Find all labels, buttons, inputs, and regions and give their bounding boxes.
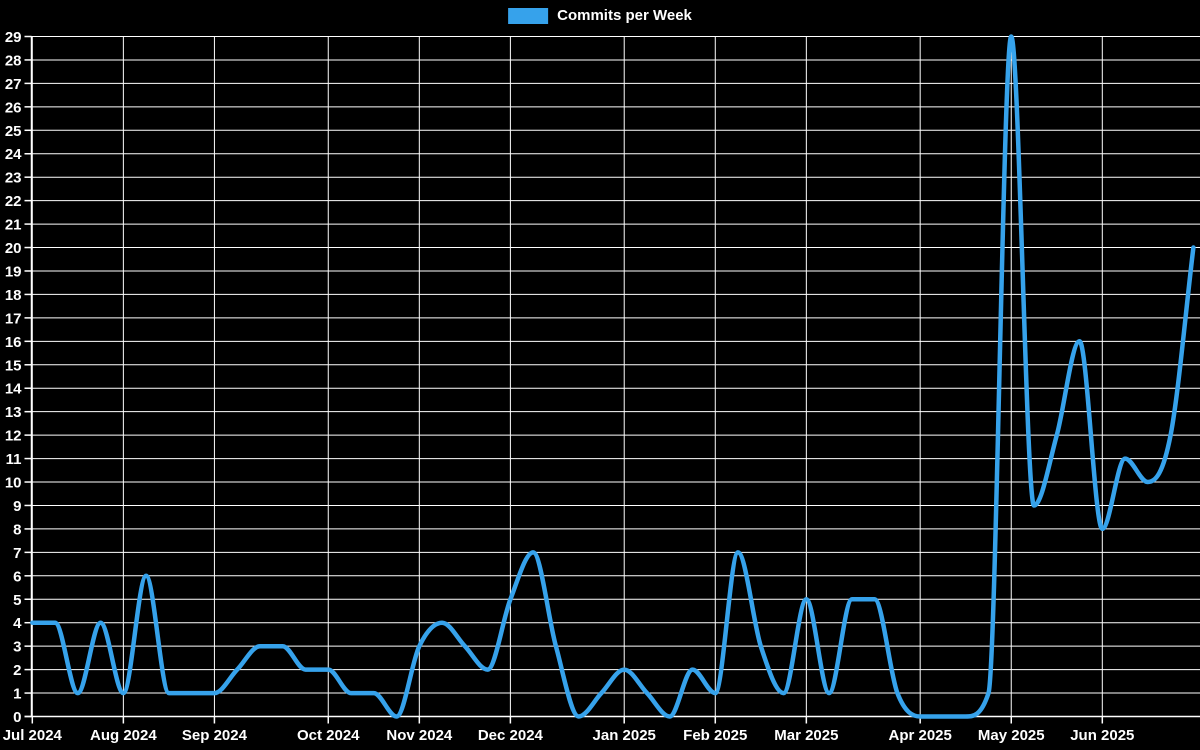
y-tick-label: 14 xyxy=(5,381,22,398)
y-tick-label: 27 xyxy=(5,76,22,93)
y-tick-label: 24 xyxy=(5,146,22,163)
chart-legend: Commits per Week xyxy=(508,7,692,24)
y-tick-label: 12 xyxy=(5,428,22,445)
y-tick-label: 4 xyxy=(13,615,22,632)
y-tick-label: 22 xyxy=(5,193,22,210)
y-tick-label: 9 xyxy=(13,498,21,515)
y-tick-label: 19 xyxy=(5,263,22,280)
y-tick-label: 11 xyxy=(6,451,22,468)
y-tick-label: 10 xyxy=(5,475,22,492)
y-tick-label: 16 xyxy=(5,334,22,351)
legend-swatch xyxy=(508,7,549,24)
y-tick-label: 17 xyxy=(5,310,22,327)
y-tick-label: 26 xyxy=(5,99,22,116)
y-tick-label: 2 xyxy=(13,662,21,679)
y-tick-label: 28 xyxy=(5,52,22,69)
x-tick-label: Oct 2024 xyxy=(297,727,360,744)
x-tick-label: Apr 2025 xyxy=(888,727,951,744)
y-tick-label: 6 xyxy=(13,568,21,585)
y-tick-label: 29 xyxy=(5,29,22,46)
y-tick-label: 20 xyxy=(5,240,22,257)
legend-label: Commits per Week xyxy=(557,7,692,24)
x-tick-label: Nov 2024 xyxy=(386,727,453,744)
y-tick-label: 5 xyxy=(13,592,21,609)
x-tick-label: Aug 2024 xyxy=(90,727,157,744)
y-tick-label: 25 xyxy=(5,123,22,140)
y-tick-label: 18 xyxy=(5,287,22,304)
x-tick-label: Jul 2024 xyxy=(3,727,63,744)
y-tick-label: 8 xyxy=(13,521,21,538)
y-tick-label: 13 xyxy=(5,404,22,421)
commits-line-series xyxy=(30,34,1196,719)
x-tick-label: Jan 2025 xyxy=(593,727,656,744)
x-tick-label: Jun 2025 xyxy=(1070,727,1134,744)
x-tick-label: May 2025 xyxy=(978,727,1045,744)
y-tick-label: 0 xyxy=(13,709,21,726)
x-tick-label: Dec 2024 xyxy=(478,727,544,744)
x-tick-label: Sep 2024 xyxy=(182,727,248,744)
y-tick-label: 3 xyxy=(13,639,21,656)
x-tick-label: Mar 2025 xyxy=(774,727,838,744)
y-tick-label: 21 xyxy=(5,217,22,234)
y-tick-label: 15 xyxy=(5,357,22,374)
y-tick-label: 1 xyxy=(13,686,21,703)
y-tick-label: 23 xyxy=(5,170,22,187)
x-tick-label: Feb 2025 xyxy=(683,727,747,744)
y-tick-label: 7 xyxy=(13,545,21,562)
